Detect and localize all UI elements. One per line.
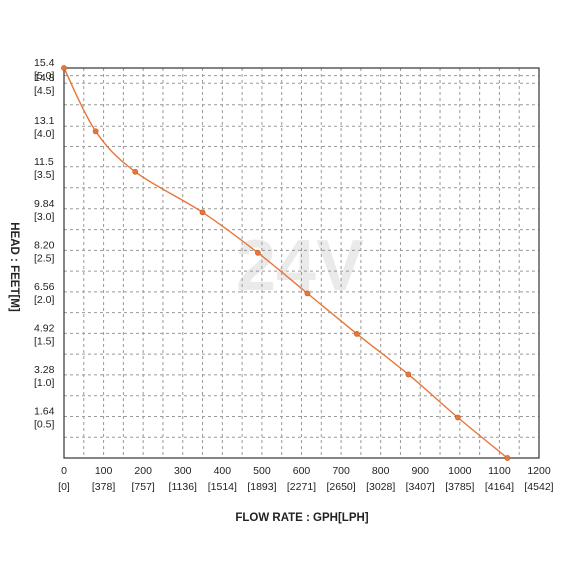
x-tick-label: 900	[411, 465, 429, 477]
x-tick-label: 1100	[488, 465, 511, 477]
x-tick-sublabel: [2271]	[287, 481, 316, 493]
watermark-text: 24V	[236, 226, 364, 306]
data-point	[92, 128, 99, 135]
y-tick-sublabel: [4.0]	[34, 128, 55, 140]
data-points	[61, 65, 511, 461]
x-tick-sublabel: [3028]	[366, 481, 395, 493]
x-tick-label: 100	[95, 465, 113, 477]
x-tick-sublabel: [1893]	[247, 481, 276, 493]
y-tick-sublabel: [3.5]	[34, 169, 55, 181]
x-tick-sublabel: [4164]	[485, 481, 514, 493]
x-tick-label: 700	[332, 465, 350, 477]
x-tick-label: 200	[134, 465, 152, 477]
x-tick-sublabel: [757]	[131, 481, 154, 493]
y-tick-label: 8.20	[34, 239, 55, 251]
y-tick-label: 1.64	[34, 405, 55, 417]
grid	[64, 68, 539, 458]
y-axis-title: HEAD : FEET[M]	[8, 222, 20, 312]
x-tick-sublabel: [1514]	[208, 481, 237, 493]
data-point	[405, 371, 412, 378]
x-tick-label: 1200	[527, 465, 551, 477]
x-tick-label: 600	[293, 465, 311, 477]
data-point	[132, 168, 139, 175]
data-point	[454, 414, 461, 421]
y-tick-label: 4.92	[34, 322, 55, 334]
y-tick-sublabel: [3.0]	[34, 211, 55, 223]
y-tick-sublabel: [1.0]	[34, 377, 55, 389]
data-point	[255, 249, 261, 256]
x-tick-label: 1000	[448, 465, 472, 477]
x-tick-sublabel: [0]	[58, 481, 70, 493]
x-tick-sublabel: [378]	[92, 481, 115, 493]
data-point	[199, 209, 206, 216]
data-point	[304, 290, 311, 297]
x-tick-sublabel: [4542]	[524, 481, 553, 493]
y-tick-label: 6.56	[34, 281, 55, 293]
data-point	[61, 65, 67, 71]
y-tick-label: 14.8	[34, 72, 55, 84]
x-tick-label: 800	[372, 465, 390, 477]
y-tick-sublabel: [0.5]	[34, 418, 55, 430]
x-axis-title: FLOW RATE : GPH[LPH]	[235, 512, 368, 524]
y-tick-label: 11.5	[34, 156, 54, 168]
x-tick-label: 0	[61, 465, 67, 477]
plot-frame	[63, 67, 540, 459]
data-point	[354, 331, 360, 337]
y-tick-label: 15.4	[34, 57, 55, 69]
x-tick-sublabel: [3407]	[406, 481, 435, 493]
series-line	[63, 67, 508, 459]
y-tick-label: 13.1	[34, 115, 55, 127]
x-tick-sublabel: [2650]	[326, 481, 355, 493]
y-tick-sublabel: [2.5]	[34, 252, 55, 264]
y-axis-ticks: 1.64[0.5] 3.28[1.0] 4.92[1.5] 6.56[2.0] 8.20…	[34, 57, 55, 430]
y-tick-sublabel: [4.5]	[34, 85, 55, 97]
x-tick-label: 300	[174, 465, 192, 477]
y-tick-label: 9.84	[34, 198, 55, 210]
x-tick-sublabel: [1136]	[169, 481, 197, 493]
data-point	[504, 455, 511, 461]
x-tick-label: 400	[214, 465, 232, 477]
x-axis-ticks: 0 [0] 100 [378] 200 [757] 300 [1136] 400 [1514] 50…	[58, 465, 554, 493]
y-tick-sublabel: [1.5]	[34, 335, 55, 347]
x-tick-sublabel: [3785]	[445, 481, 474, 493]
y-tick-label: 3.28	[34, 364, 55, 376]
y-tick-sublabel: [2.0]	[34, 294, 55, 306]
x-tick-label: 500	[253, 465, 271, 477]
y-tick-sublabel: [5.0]	[34, 70, 55, 82]
